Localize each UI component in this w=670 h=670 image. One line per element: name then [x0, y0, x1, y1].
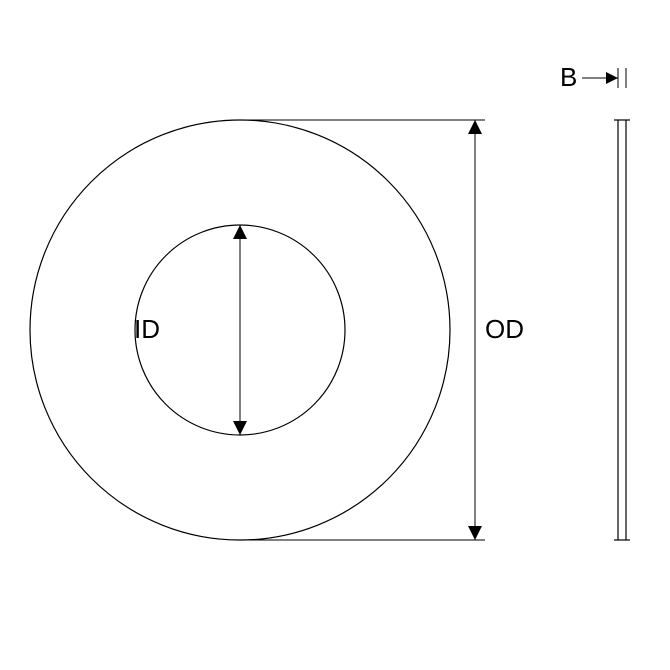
arrowhead-icon — [606, 72, 618, 84]
side-view — [614, 120, 630, 540]
dimension-id: ID — [134, 225, 247, 435]
arrowhead-icon — [233, 225, 247, 239]
od-label: OD — [485, 314, 524, 344]
arrowhead-icon — [468, 526, 482, 540]
washer-diagram: OD ID B — [0, 0, 670, 670]
arrowhead-icon — [468, 120, 482, 134]
b-label: B — [560, 62, 577, 92]
dimension-b: B — [560, 62, 626, 92]
arrowhead-icon — [233, 421, 247, 435]
dimension-od: OD — [240, 120, 524, 540]
id-label: ID — [134, 314, 160, 344]
